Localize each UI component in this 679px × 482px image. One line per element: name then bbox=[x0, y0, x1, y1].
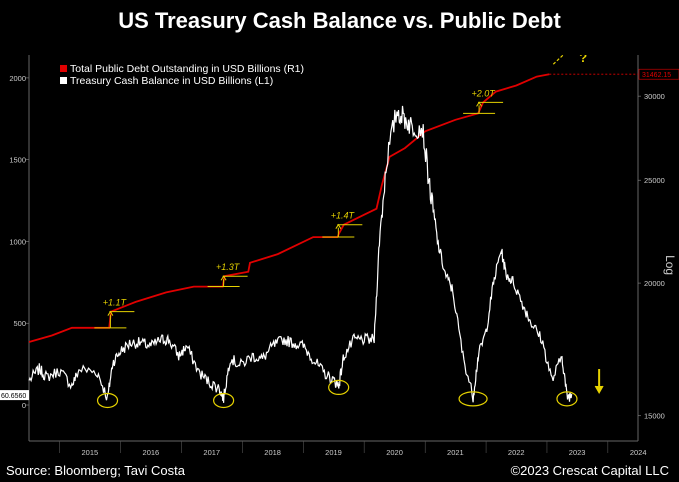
debt-forecast-mark: ? bbox=[579, 55, 587, 65]
x-tick-label: 2024 bbox=[630, 448, 647, 457]
y-left-tick-label: 1500 bbox=[9, 156, 26, 165]
debt-last-value-label: 31462.15 bbox=[642, 72, 671, 79]
x-tick-label: 2016 bbox=[143, 448, 160, 457]
copyright-note: ©2023 Crescat Capital LLC bbox=[510, 463, 669, 478]
cash-series-line bbox=[28, 105, 573, 403]
trough-circle bbox=[328, 379, 350, 395]
x-tick-label: 2023 bbox=[569, 448, 586, 457]
source-note: Source: Bloomberg; Tavi Costa bbox=[6, 463, 185, 478]
y-right-axis-label: Log bbox=[663, 255, 677, 275]
y-left-tick-label: 2000 bbox=[9, 74, 26, 83]
x-tick-label: 2017 bbox=[203, 448, 220, 457]
annotation-arrow-head bbox=[335, 223, 342, 229]
x-tick-label: 2018 bbox=[264, 448, 281, 457]
y-right-tick-label: 25000 bbox=[644, 176, 665, 185]
cash-last-value-label: 60.6560 bbox=[1, 393, 26, 400]
trough-circle bbox=[96, 392, 119, 409]
debt-forecast-arrow bbox=[552, 55, 565, 65]
y-left-tick-label: 500 bbox=[13, 319, 26, 328]
y-left-tick-label: 0 bbox=[22, 401, 26, 410]
y-right-tick-label: 15000 bbox=[644, 412, 665, 421]
chart-title: US Treasury Cash Balance vs. Public Debt bbox=[118, 8, 561, 33]
legend-label-debt: Total Public Debt Outstanding in USD Bil… bbox=[70, 63, 304, 75]
cash-last-value-tag bbox=[0, 390, 29, 401]
x-tick-label: 2020 bbox=[386, 448, 403, 457]
y-left-tick-label: 1000 bbox=[9, 237, 26, 246]
x-tick-label: 2019 bbox=[325, 448, 342, 457]
annotation-arrow-head bbox=[476, 101, 483, 107]
annotation-arrow-head bbox=[107, 310, 114, 316]
annotation-label: +1.1T bbox=[103, 298, 128, 308]
annotation-label: +2.0T bbox=[471, 88, 496, 98]
legend-swatch-debt bbox=[60, 65, 67, 72]
x-tick-label: 2022 bbox=[508, 448, 525, 457]
trough-circle bbox=[213, 392, 235, 409]
annotation-label: +1.3T bbox=[216, 262, 241, 272]
plot-area bbox=[29, 55, 638, 455]
trough-circle bbox=[458, 391, 488, 407]
y-right-tick-label: 30000 bbox=[644, 92, 665, 101]
annotation-arrow-head bbox=[220, 275, 227, 281]
annotation-label: +1.4T bbox=[331, 211, 356, 221]
debt-last-value-tag bbox=[638, 68, 679, 80]
cash-forecast-arrowhead bbox=[594, 385, 604, 395]
y-right-tick-label: 20000 bbox=[644, 279, 665, 288]
x-tick-label: 2015 bbox=[82, 448, 99, 457]
legend-swatch-cash bbox=[60, 77, 67, 84]
chart: 2015 2016 2017 2018 2019 2020 2021 2022 2023 2024… bbox=[0, 55, 679, 457]
legend-label-cash: Treasury Cash Balance in USD Billions (L… bbox=[70, 75, 273, 87]
x-tick-label: 2021 bbox=[447, 448, 464, 457]
trough-circle bbox=[556, 391, 578, 407]
